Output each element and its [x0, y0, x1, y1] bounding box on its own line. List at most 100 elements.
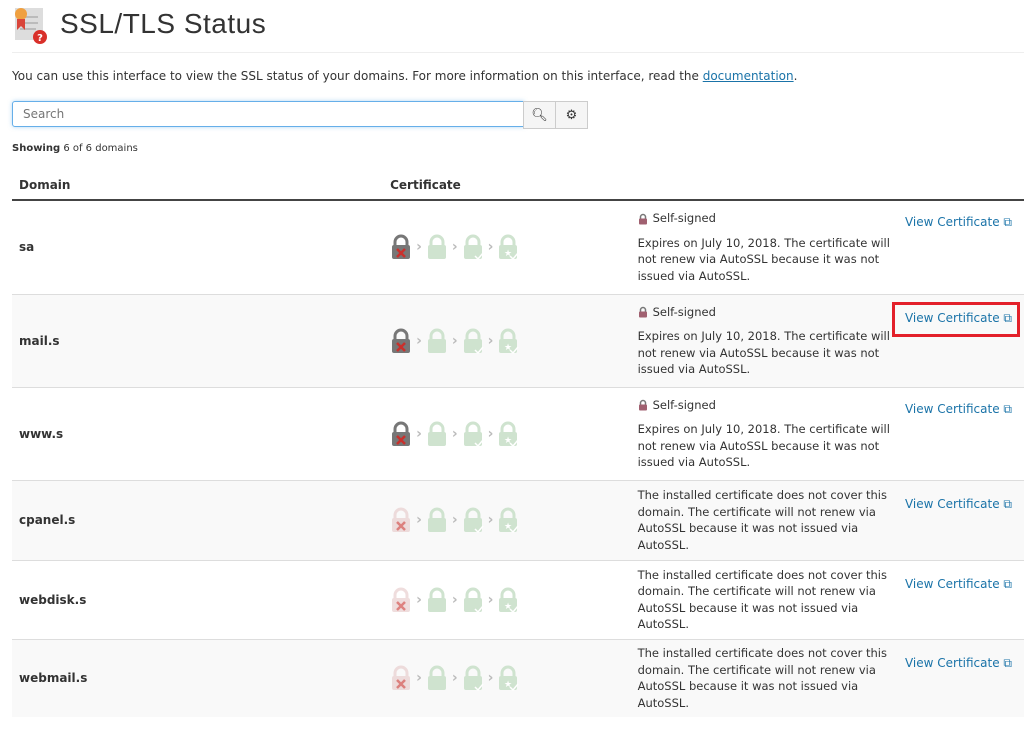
svg-text:★: ★: [504, 343, 512, 353]
chevron-right-icon: ›: [416, 591, 422, 608]
self-signed-label: Self-signed: [638, 304, 891, 321]
certificate-chain: › › › ★: [390, 665, 624, 692]
chevron-right-icon: ›: [487, 670, 494, 687]
column-status: [630, 170, 898, 201]
showing-label: Showing: [12, 143, 61, 154]
column-domain[interactable]: Domain: [12, 170, 384, 201]
lock-self-signed-icon: [427, 665, 446, 691]
lock-invalid-icon: [392, 665, 411, 691]
page-header: ? SSL/TLS Status: [12, 4, 266, 44]
lock-invalid-icon: [392, 421, 411, 446]
lock-ev-icon: ★: [499, 234, 520, 261]
external-link-icon: ⧉: [1003, 655, 1012, 670]
chevron-right-icon: ›: [451, 670, 458, 687]
table-row: webdisk.s › › › ★ The installed certificate…: [12, 559, 1024, 639]
view-certificate-label: View Certificate: [904, 655, 1000, 670]
svg-text:★: ★: [504, 436, 512, 446]
svg-text:★: ★: [504, 680, 512, 690]
documentation-link[interactable]: documentation: [702, 69, 794, 83]
certificate-chain: › › › ★: [390, 328, 624, 354]
self-signed-text: Self-signed: [652, 211, 716, 226]
lock-self-signed-icon: [427, 587, 446, 612]
chevron-right-icon: ›: [451, 332, 458, 349]
certificate-status: The installed certificate does not cover…: [637, 488, 887, 552]
settings-button[interactable]: ⚙: [555, 101, 588, 129]
chevron-right-icon: ›: [451, 512, 458, 528]
lock-verified-icon: [463, 507, 484, 533]
chevron-right-icon: ›: [416, 512, 422, 528]
lock-invalid-icon: [392, 328, 411, 353]
domain-name: sa: [19, 240, 35, 255]
domains-table: Domain Certificate sa › › › ★ Self-signed Ex…: [12, 170, 1024, 717]
view-certificate-label: View Certificate: [904, 215, 1000, 229]
domain-name: webmail.s: [19, 671, 88, 686]
lock-ev-icon: ★: [499, 421, 520, 447]
search-icon: 🔍︎: [531, 107, 548, 123]
self-signed-text: Self-signed: [652, 304, 716, 319]
chevron-right-icon: ›: [487, 332, 494, 349]
certificate-status: Expires on July 10, 2018. The certificat…: [637, 235, 890, 283]
lock-icon: [638, 399, 647, 411]
certificate-status: Expires on July 10, 2018. The certificat…: [637, 329, 890, 376]
lock-self-signed-icon: [427, 234, 446, 260]
certificate-status: Expires on July 10, 2018. The certificat…: [637, 422, 890, 469]
lock-self-signed-icon: [427, 507, 446, 532]
view-certificate-link[interactable]: View Certificate ⧉: [905, 211, 1012, 234]
lock-ev-icon: ★: [499, 665, 520, 692]
chevron-right-icon: ›: [487, 591, 494, 608]
certificate-chain: › › › ★: [390, 421, 624, 447]
certificate-question-icon: ?: [15, 8, 47, 44]
column-actions: [897, 170, 1024, 201]
view-certificate-label: View Certificate: [904, 310, 1000, 325]
certificate-chain: › › › ★: [390, 234, 624, 261]
chevron-right-icon: ›: [416, 670, 422, 687]
self-signed-text: Self-signed: [652, 397, 716, 412]
showing-count: Showing 6 of 6 domains: [12, 143, 138, 154]
certificate-status: The installed certificate does not cover…: [637, 567, 887, 632]
chevron-right-icon: ›: [416, 332, 422, 349]
lock-verified-icon: [463, 328, 484, 354]
view-certificate-link[interactable]: View Certificate ⧉: [905, 652, 1012, 675]
lock-verified-icon: [463, 587, 484, 613]
table-row: webmail.s › › › ★ The installed certificate…: [12, 638, 1024, 717]
svg-text:★: ★: [504, 249, 512, 259]
lock-ev-icon: ★: [499, 328, 520, 354]
self-signed-label: Self-signed: [638, 210, 891, 227]
intro-text: You can use this interface to view the S…: [12, 69, 797, 83]
lock-invalid-icon: [392, 587, 411, 612]
domain-name: www.s: [19, 426, 64, 441]
view-certificate-link[interactable]: View Certificate ⧉: [905, 398, 1012, 421]
intro-body: You can use this interface to view the S…: [12, 69, 703, 83]
chevron-right-icon: ›: [416, 239, 422, 256]
chevron-right-icon: ›: [451, 591, 458, 608]
gears-icon: ⚙: [565, 107, 578, 123]
chevron-right-icon: ›: [451, 425, 458, 442]
column-certificate: Certificate: [383, 170, 631, 201]
lock-ev-icon: ★: [499, 587, 520, 613]
intro-end: .: [793, 69, 798, 83]
svg-text:★: ★: [504, 602, 512, 612]
view-certificate-link[interactable]: View Certificate ⧉: [905, 573, 1012, 596]
domain-name: mail.s: [19, 333, 60, 348]
lock-verified-icon: [463, 665, 484, 692]
domain-name: cpanel.s: [19, 513, 76, 527]
lock-invalid-icon: [392, 234, 411, 260]
page-title: SSL/TLS Status: [60, 8, 267, 39]
showing-value: 6 of 6 domains: [60, 143, 138, 154]
lock-self-signed-icon: [427, 421, 446, 446]
search-button[interactable]: 🔍︎: [523, 101, 556, 129]
chevron-right-icon: ›: [487, 512, 494, 528]
self-signed-label: Self-signed: [638, 397, 891, 414]
certificate-chain: › › › ★: [390, 507, 624, 533]
view-certificate-link[interactable]: View Certificate ⧉: [891, 301, 1021, 337]
lock-self-signed-icon: [427, 328, 446, 353]
lock-ev-icon: ★: [499, 507, 520, 533]
search-input[interactable]: [12, 101, 524, 127]
search-bar: 🔍︎ ⚙: [12, 101, 588, 129]
chevron-right-icon: ›: [416, 425, 422, 442]
view-certificate-link[interactable]: View Certificate ⧉: [905, 493, 1012, 516]
certificate-status: The installed certificate does not cover…: [637, 646, 887, 710]
lock-verified-icon: [463, 421, 484, 447]
chevron-right-icon: ›: [487, 425, 494, 442]
domain-name: webdisk.s: [19, 592, 87, 607]
